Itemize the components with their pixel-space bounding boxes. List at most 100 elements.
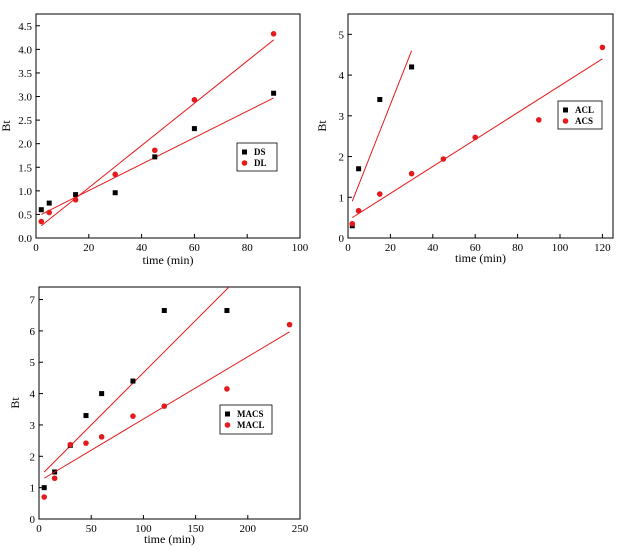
legend-label-macl: MACL	[237, 420, 265, 430]
y-tick-label: 4	[339, 70, 345, 82]
point-ds	[152, 154, 158, 160]
legend-label-dl: DL	[254, 158, 267, 168]
point-macl	[67, 441, 74, 448]
point-macl	[98, 434, 105, 440]
y-tick-label: 0.0	[18, 233, 32, 245]
x-tick-label: 0	[36, 523, 42, 535]
point-acs	[472, 134, 479, 141]
x-tick-label: 80	[512, 242, 524, 254]
plot-frame	[35, 13, 301, 239]
y-tick-label: 4.5	[18, 21, 32, 33]
y-tick-label: 0	[339, 233, 345, 245]
chart-1: 0 20 40 60 80 100 0.0 0.5 1.0 1.5 2.0 2.5 3.0 3.5 4.0 4…	[0, 13, 309, 267]
y-tick-label: 7	[30, 295, 36, 307]
point-macs	[41, 485, 47, 491]
legend-label-macs: MACS	[237, 409, 264, 419]
y-axis-label: Bt	[0, 120, 13, 132]
y-tick-label: 4.0	[18, 44, 32, 56]
point-acl	[377, 97, 383, 103]
legend-marker	[242, 149, 247, 155]
point-dl	[46, 209, 52, 216]
y-tick-label: 3	[339, 111, 345, 123]
y-axis-label: Bt	[315, 120, 329, 132]
point-ds	[38, 207, 44, 213]
x-axis-label: time (min)	[143, 253, 194, 267]
x-tick-label: 250	[292, 523, 309, 535]
fit-line-dl	[40, 39, 274, 227]
point-macl	[83, 440, 89, 446]
point-macs	[224, 308, 230, 314]
point-macl	[224, 386, 230, 392]
y-tick-label: 5	[30, 357, 36, 369]
plot-frame	[347, 13, 614, 239]
x-tick-label: 100	[552, 242, 569, 254]
x-tick-label: 0	[33, 242, 39, 254]
y-tick-label: 1	[339, 192, 345, 204]
y-tick-label: 2.0	[18, 139, 32, 151]
legend-marker	[241, 160, 248, 166]
point-macl	[51, 475, 58, 482]
point-dl	[38, 218, 45, 225]
point-dl	[191, 97, 198, 103]
chart-3: 0 50 100 150 200 250 0 1 2 3 4 5 6 7 time (min) Bt MACSM…	[8, 286, 309, 546]
legend-label-ds: DS	[254, 147, 266, 157]
x-tick-label: 40	[427, 242, 439, 254]
x-tick-label: 80	[242, 242, 254, 254]
x-tick-label: 20	[83, 242, 95, 254]
point-acl	[356, 166, 362, 172]
point-macs	[161, 308, 167, 314]
y-tick-label: 5	[339, 29, 345, 41]
point-macl	[286, 321, 293, 328]
point-acs	[349, 220, 356, 227]
legend-marker	[562, 118, 569, 124]
x-tick-label: 0	[345, 242, 351, 254]
y-tick-label: 0	[30, 514, 36, 526]
legend-marker	[225, 411, 230, 417]
point-macl	[161, 403, 168, 409]
x-tick-label: 50	[86, 523, 98, 535]
y-tick-label: 3.0	[18, 92, 32, 104]
y-tick-label: 1.5	[18, 162, 32, 174]
y-tick-label: 3.5	[18, 68, 32, 80]
x-tick-label: 120	[594, 242, 611, 254]
legend-label-acl: ACL	[575, 105, 594, 115]
point-acs	[599, 44, 606, 51]
point-ds	[112, 190, 118, 196]
point-acs	[377, 191, 383, 197]
y-tick-label: 6	[30, 326, 36, 338]
y-tick-label: 2	[339, 152, 345, 164]
point-acs	[408, 170, 415, 177]
x-tick-label: 60	[189, 242, 201, 254]
x-tick-label: 200	[240, 523, 257, 535]
y-tick-label: 1.0	[18, 186, 32, 198]
point-acl	[409, 64, 415, 70]
y-tick-label: 3	[30, 420, 36, 432]
point-ds	[46, 200, 52, 206]
y-axis-label: Bt	[8, 397, 22, 409]
x-tick-label: 40	[136, 242, 148, 254]
y-tick-label: 2	[30, 451, 36, 463]
x-axis-label: time (min)	[144, 532, 195, 546]
point-ds	[73, 192, 79, 198]
x-axis-label: time (min)	[455, 251, 506, 265]
x-tick-label: 100	[135, 523, 152, 535]
y-tick-label: 1	[30, 483, 36, 495]
point-acs	[440, 156, 447, 162]
y-tick-label: 2.5	[18, 115, 32, 127]
point-acs	[355, 207, 362, 214]
plot-frame	[38, 286, 301, 520]
point-macl	[41, 494, 48, 500]
fit-line-acl	[351, 50, 413, 202]
point-dl	[270, 31, 277, 37]
legend-box	[557, 100, 603, 130]
y-tick-label: 4	[30, 389, 36, 401]
legend-box	[236, 142, 278, 172]
y-tick-label: 0.5	[18, 209, 32, 221]
x-tick-label: 150	[187, 523, 204, 535]
x-tick-label: 20	[385, 242, 397, 254]
point-macs	[99, 391, 105, 397]
